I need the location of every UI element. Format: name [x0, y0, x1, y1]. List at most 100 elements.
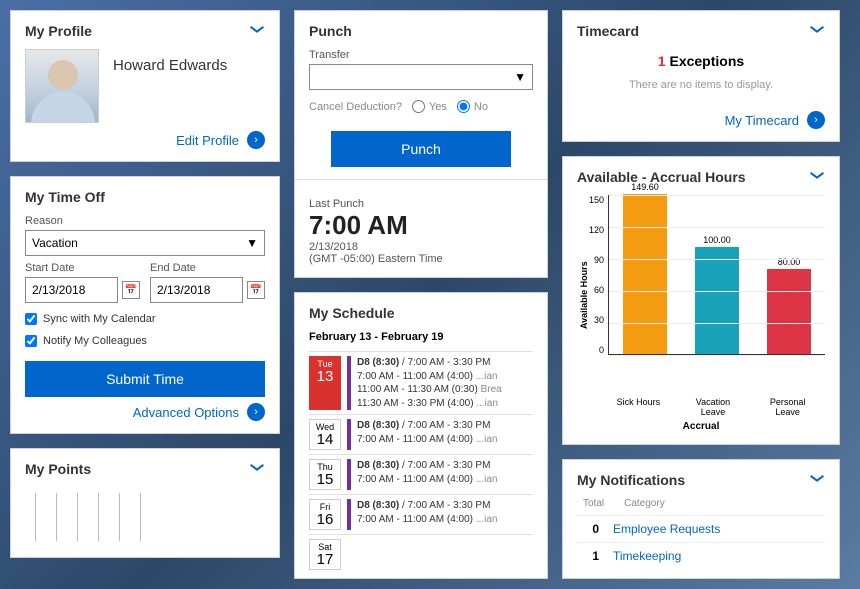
- x-label: Sick Hours: [613, 397, 663, 417]
- notif-category[interactable]: Timekeeping: [613, 549, 681, 563]
- chart-area: 149.60100.0080.00: [608, 195, 825, 355]
- calendar-icon[interactable]: 📅: [122, 281, 140, 299]
- transfer-label: Transfer: [309, 49, 533, 61]
- profile-title: My Profile: [25, 23, 92, 39]
- schedule-day[interactable]: Tue13 D8 (8:30) / 7:00 AM - 3:30 PM7:00 A…: [309, 351, 533, 414]
- chevron-down-icon[interactable]: [249, 461, 265, 477]
- punch-button[interactable]: Punch: [331, 131, 511, 167]
- reason-value: Vacation: [32, 236, 78, 250]
- day-box[interactable]: Wed14: [309, 419, 341, 450]
- transfer-select[interactable]: ▼: [309, 64, 533, 90]
- calendar-icon[interactable]: 📅: [247, 281, 265, 299]
- day-accent-bar: [347, 356, 351, 410]
- chart-bar[interactable]: 149.60: [620, 182, 670, 354]
- last-punch-label: Last Punch: [309, 198, 533, 210]
- caret-down-icon: ▼: [246, 236, 258, 250]
- day-accent-bar: [347, 499, 351, 530]
- schedule-day[interactable]: Fri16 D8 (8:30) / 7:00 AM - 3:30 PM7:00 A…: [309, 494, 533, 534]
- last-punch-tz: (GMT -05:00) Eastern Time: [309, 253, 533, 265]
- exceptions-label: Exceptions: [669, 53, 744, 69]
- points-title: My Points: [25, 461, 91, 477]
- y-ticks: 1501209060300: [589, 195, 608, 355]
- points-chart: [25, 487, 265, 547]
- day-detail: D8 (8:30) / 7:00 AM - 3:30 PM7:00 AM - 1…: [357, 419, 533, 450]
- x-axis-label: Accrual: [577, 421, 825, 432]
- start-date-label: Start Date: [25, 262, 140, 274]
- notifications-card: My Notifications Total Category 0Employe…: [562, 459, 840, 579]
- arrow-right-icon[interactable]: ›: [247, 131, 265, 149]
- arrow-right-icon[interactable]: ›: [807, 111, 825, 129]
- timecard-title: Timecard: [577, 23, 639, 39]
- notifications-title: My Notifications: [577, 472, 685, 488]
- schedule-day[interactable]: Sat17: [309, 534, 533, 574]
- schedule-title: My Schedule: [309, 305, 395, 321]
- schedule-day[interactable]: Wed14 D8 (8:30) / 7:00 AM - 3:30 PM7:00 A…: [309, 414, 533, 454]
- cancel-yes-radio[interactable]: Yes: [412, 100, 447, 113]
- x-label: Personal Leave: [763, 397, 813, 417]
- day-detail: D8 (8:30) / 7:00 AM - 3:30 PM7:00 AM - 1…: [357, 356, 533, 410]
- schedule-card: My Schedule February 13 - February 19 Tu…: [294, 292, 548, 579]
- profile-card: My Profile Howard Edwards Edit Profile ›: [10, 10, 280, 162]
- day-detail: D8 (8:30) / 7:00 AM - 3:30 PM7:00 AM - 1…: [357, 499, 533, 530]
- chart-bar[interactable]: 80.00: [764, 257, 814, 354]
- notif-head-total: Total: [583, 498, 604, 509]
- day-box[interactable]: Thu15: [309, 459, 341, 490]
- cancel-no-radio[interactable]: No: [457, 100, 488, 113]
- sync-label: Sync with My Calendar: [43, 313, 156, 325]
- cancel-deduction-label: Cancel Deduction?: [309, 101, 402, 113]
- notification-row[interactable]: 1Timekeeping: [577, 542, 825, 569]
- timeoff-card: My Time Off Reason Vacation ▼ Start Date…: [10, 176, 280, 434]
- points-card: My Points: [10, 448, 280, 558]
- caret-down-icon: ▼: [514, 70, 526, 84]
- timeoff-title: My Time Off: [25, 189, 105, 205]
- my-timecard-link[interactable]: My Timecard: [725, 113, 799, 128]
- chevron-down-icon[interactable]: [809, 472, 825, 488]
- notify-checkbox[interactable]: [25, 335, 37, 347]
- notif-head-category: Category: [624, 498, 665, 509]
- notification-row[interactable]: 0Employee Requests: [577, 515, 825, 542]
- notif-count: 0: [583, 522, 613, 536]
- sync-checkbox-row[interactable]: Sync with My Calendar: [25, 313, 265, 325]
- start-date-input[interactable]: [25, 277, 118, 303]
- schedule-range: February 13 - February 19: [309, 331, 533, 343]
- notif-count: 1: [583, 549, 613, 563]
- last-punch-time: 7:00 AM: [309, 210, 533, 241]
- punch-card: Punch Transfer ▼ Cancel Deduction? Yes N…: [294, 10, 548, 278]
- schedule-day[interactable]: Thu15 D8 (8:30) / 7:00 AM - 3:30 PM7:00 A…: [309, 454, 533, 494]
- chevron-down-icon[interactable]: [809, 169, 825, 185]
- schedule-list: Tue13 D8 (8:30) / 7:00 AM - 3:30 PM7:00 A…: [309, 351, 533, 574]
- punch-title: Punch: [309, 23, 352, 39]
- no-items-text: There are no items to display.: [577, 79, 825, 91]
- avatar: [25, 49, 99, 123]
- day-box[interactable]: Sat17: [309, 539, 341, 570]
- day-accent-bar: [347, 419, 351, 450]
- timecard-card: Timecard 1 Exceptions There are no items…: [562, 10, 840, 142]
- notifications-list: 0Employee Requests1Timekeeping: [577, 515, 825, 569]
- last-punch-date: 2/13/2018: [309, 241, 533, 253]
- chart-bar[interactable]: 100.00: [692, 235, 742, 354]
- day-accent-bar: [347, 459, 351, 490]
- notify-checkbox-row[interactable]: Notify My Colleagues: [25, 335, 265, 347]
- day-detail: D8 (8:30) / 7:00 AM - 3:30 PM7:00 AM - 1…: [357, 459, 533, 490]
- submit-time-button[interactable]: Submit Time: [25, 361, 265, 397]
- edit-profile-link[interactable]: Edit Profile: [176, 133, 239, 148]
- arrow-right-icon[interactable]: ›: [247, 403, 265, 421]
- x-labels: Sick Hours Vacation Leave Personal Leave: [601, 397, 825, 417]
- exceptions-count: 1: [658, 53, 666, 69]
- chevron-down-icon[interactable]: [249, 23, 265, 39]
- advanced-options-link[interactable]: Advanced Options: [133, 405, 239, 420]
- end-date-label: End Date: [150, 262, 265, 274]
- reason-select[interactable]: Vacation ▼: [25, 230, 265, 256]
- accrual-card: Available - Accrual Hours Available Hour…: [562, 156, 840, 445]
- x-label: Vacation Leave: [688, 397, 738, 417]
- y-axis-label: Available Hours: [577, 195, 589, 395]
- notify-label: Notify My Colleagues: [43, 335, 147, 347]
- chevron-down-icon[interactable]: [809, 23, 825, 39]
- profile-name: Howard Edwards: [113, 57, 227, 74]
- sync-checkbox[interactable]: [25, 313, 37, 325]
- notif-category[interactable]: Employee Requests: [613, 522, 720, 536]
- day-box[interactable]: Fri16: [309, 499, 341, 530]
- day-box[interactable]: Tue13: [309, 356, 341, 410]
- reason-label: Reason: [25, 215, 265, 227]
- end-date-input[interactable]: [150, 277, 243, 303]
